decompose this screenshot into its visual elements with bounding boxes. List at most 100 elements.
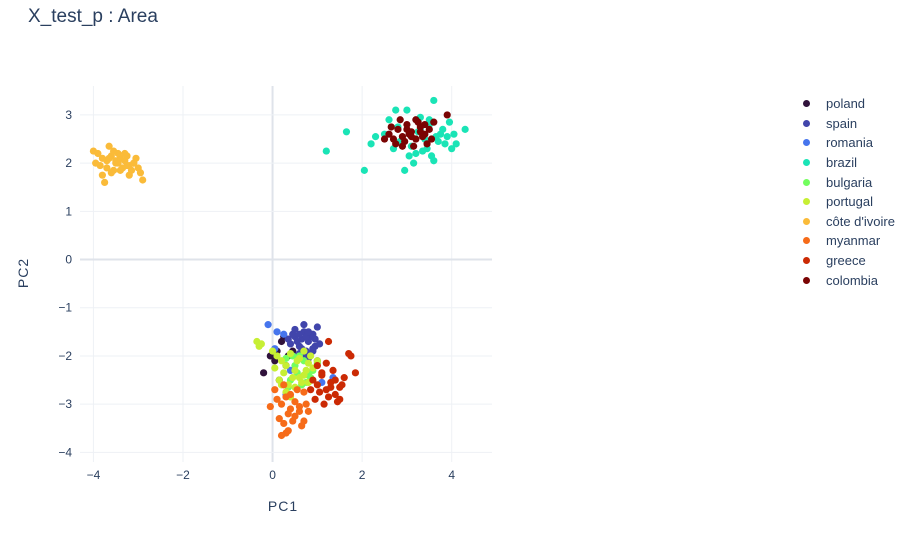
data-point[interactable] — [293, 337, 301, 346]
data-point[interactable] — [271, 386, 279, 394]
data-point[interactable] — [313, 323, 321, 331]
data-point[interactable] — [396, 116, 404, 124]
data-point[interactable] — [324, 393, 333, 401]
data-point[interactable] — [336, 395, 344, 403]
data-point[interactable] — [101, 178, 109, 187]
legend-item[interactable]: greece — [800, 251, 895, 271]
data-point[interactable] — [260, 369, 268, 377]
data-point[interactable] — [338, 381, 346, 389]
data-point[interactable] — [412, 116, 420, 124]
data-point[interactable] — [450, 130, 458, 138]
data-point[interactable] — [423, 140, 431, 148]
legend-item[interactable]: myanmar — [800, 231, 895, 251]
data-point[interactable] — [277, 400, 286, 408]
data-point[interactable] — [410, 159, 418, 167]
data-point[interactable] — [273, 328, 281, 336]
data-point[interactable] — [416, 128, 424, 136]
data-point[interactable] — [315, 340, 324, 348]
data-point[interactable] — [295, 330, 304, 338]
data-point[interactable] — [394, 125, 402, 133]
data-point[interactable] — [284, 335, 292, 343]
data-point[interactable] — [320, 400, 328, 408]
data-point[interactable] — [280, 369, 288, 377]
data-point[interactable] — [443, 111, 451, 119]
data-point[interactable] — [387, 123, 395, 131]
series-brazil[interactable] — [322, 96, 469, 174]
data-point[interactable] — [311, 335, 319, 343]
data-point[interactable] — [255, 342, 263, 350]
data-point[interactable] — [291, 366, 299, 375]
data-point[interactable] — [273, 352, 281, 360]
data-point[interactable] — [291, 325, 299, 334]
data-points[interactable] — [89, 96, 469, 440]
data-point[interactable] — [105, 142, 113, 150]
data-point[interactable] — [280, 381, 288, 389]
data-point[interactable] — [114, 159, 122, 167]
data-point[interactable] — [385, 116, 393, 124]
legend-item[interactable]: poland — [800, 94, 895, 114]
data-point[interactable] — [371, 133, 380, 141]
legend-item[interactable]: brazil — [800, 153, 895, 173]
legend-item[interactable]: spain — [800, 114, 895, 134]
data-point[interactable] — [280, 419, 288, 428]
data-point[interactable] — [295, 374, 304, 382]
data-point[interactable] — [307, 386, 315, 394]
data-point[interactable] — [351, 369, 360, 377]
data-point[interactable] — [367, 140, 375, 148]
data-point[interactable] — [360, 166, 368, 174]
data-point[interactable] — [98, 171, 106, 179]
data-point[interactable] — [277, 431, 286, 440]
data-point[interactable] — [392, 106, 400, 114]
data-point[interactable] — [315, 388, 324, 396]
data-point[interactable] — [264, 321, 272, 329]
data-point[interactable] — [452, 140, 460, 148]
data-point[interactable] — [304, 328, 312, 336]
data-point[interactable] — [304, 407, 312, 415]
data-point[interactable] — [291, 398, 299, 406]
data-point[interactable] — [121, 149, 129, 158]
series-myanmar[interactable] — [266, 381, 312, 440]
data-point[interactable] — [116, 166, 124, 174]
data-point[interactable] — [313, 381, 321, 389]
series-c-te-d-ivoire[interactable] — [89, 142, 147, 187]
data-point[interactable] — [324, 337, 333, 346]
data-point[interactable] — [109, 147, 118, 155]
data-point[interactable] — [385, 130, 393, 138]
data-point[interactable] — [405, 152, 413, 160]
data-point[interactable] — [92, 159, 100, 167]
data-point[interactable] — [266, 402, 274, 411]
data-point[interactable] — [313, 361, 321, 370]
data-point[interactable] — [304, 359, 312, 367]
data-point[interactable] — [107, 169, 115, 177]
data-point[interactable] — [309, 376, 317, 384]
data-point[interactable] — [410, 142, 418, 150]
data-point[interactable] — [139, 176, 147, 184]
data-point[interactable] — [331, 376, 339, 384]
data-point[interactable] — [430, 157, 438, 165]
data-point[interactable] — [295, 407, 304, 415]
data-point[interactable] — [421, 120, 429, 129]
series-portugal[interactable] — [253, 337, 321, 401]
data-point[interactable] — [425, 125, 433, 133]
data-point[interactable] — [275, 415, 283, 423]
data-point[interactable] — [293, 357, 301, 365]
data-point[interactable] — [300, 321, 308, 329]
data-point[interactable] — [130, 159, 138, 167]
data-point[interactable] — [291, 412, 299, 420]
data-point[interactable] — [436, 130, 445, 138]
data-point[interactable] — [418, 147, 427, 155]
data-point[interactable] — [286, 349, 295, 358]
data-point[interactable] — [461, 125, 469, 133]
data-point[interactable] — [277, 357, 286, 365]
data-point[interactable] — [448, 145, 456, 153]
data-point[interactable] — [318, 369, 326, 377]
data-point[interactable] — [347, 352, 355, 360]
data-point[interactable] — [307, 352, 315, 360]
series-colombia[interactable] — [380, 111, 451, 150]
data-point[interactable] — [322, 359, 330, 367]
data-point[interactable] — [311, 395, 319, 403]
data-point[interactable] — [284, 427, 292, 435]
data-point[interactable] — [123, 161, 131, 170]
data-point[interactable] — [293, 386, 301, 394]
